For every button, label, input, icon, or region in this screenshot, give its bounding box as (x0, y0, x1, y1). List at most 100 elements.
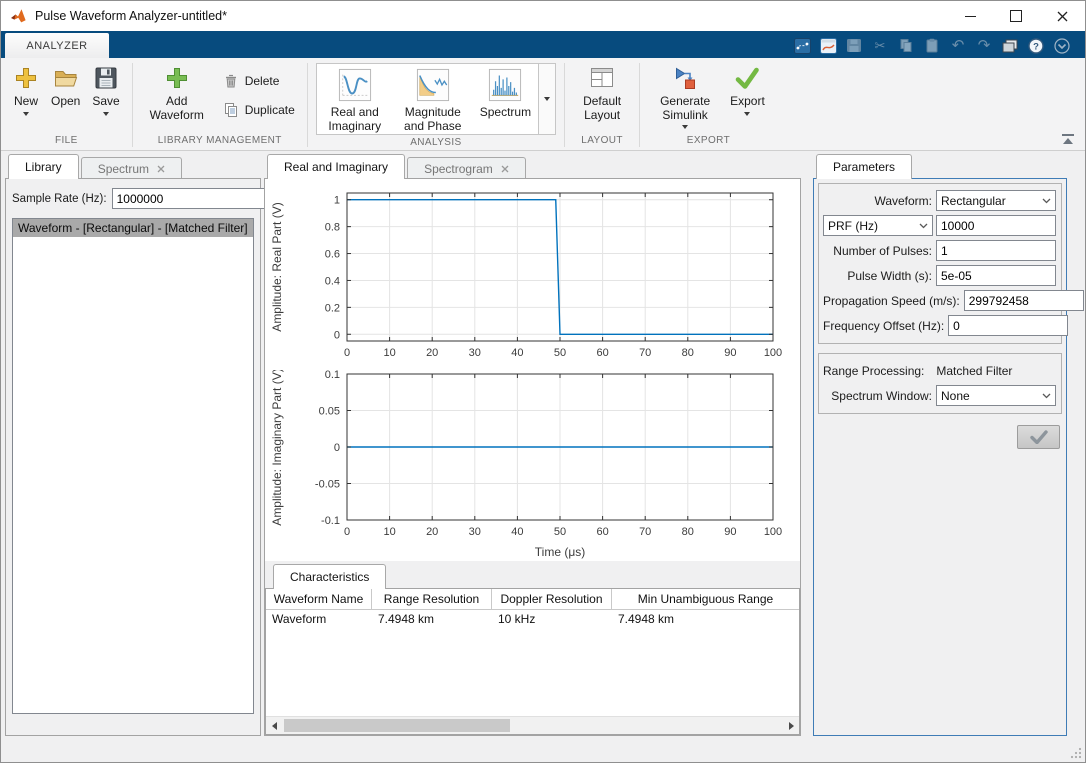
col-min-unambiguous-range[interactable]: Min Unambiguous Range (637, 592, 774, 606)
main-area: Library Spectrum Sample Rate (Hz): (1, 151, 1085, 740)
col-range-resolution[interactable]: Range Resolution (372, 589, 492, 609)
maximize-button[interactable] (993, 1, 1039, 31)
apply-button[interactable] (1017, 425, 1060, 449)
spectrum-window-select[interactable]: None (936, 385, 1056, 406)
save-dropdown-arrow (103, 112, 110, 116)
new-dropdown-arrow (23, 112, 29, 116)
export-button[interactable]: Export (724, 58, 771, 118)
tab-spectrum[interactable]: Spectrum (80, 157, 183, 179)
svg-text:70: 70 (639, 347, 651, 359)
save-button[interactable]: Save (86, 58, 125, 118)
svg-text:60: 60 (596, 526, 608, 538)
svg-text:40: 40 (511, 526, 523, 538)
redo-icon[interactable]: ↷ (977, 37, 991, 54)
section-export: Generate Simulink Export EXPORT (640, 58, 777, 150)
svg-text:Time (μs): Time (μs) (535, 545, 585, 559)
plot-panel: Real and Imaginary Spectrogram 0 10 20 30 40… (264, 154, 801, 736)
duplicate-button[interactable]: Duplicate (219, 101, 299, 119)
range-processing-label: Range Processing: (823, 363, 925, 378)
export-dropdown-arrow (744, 112, 751, 116)
waveform-list[interactable]: Waveform - [Rectangular] - [Matched Filt… (12, 218, 254, 714)
paste-icon[interactable] (921, 36, 943, 55)
svg-text:50: 50 (554, 526, 566, 538)
more-options-icon[interactable] (1051, 36, 1073, 55)
sample-rate-input[interactable] (111, 188, 277, 209)
generate-simulink-button[interactable]: Generate Simulink (646, 58, 724, 131)
frequency-offset-input[interactable] (948, 315, 1069, 336)
svg-text:0.6: 0.6 (325, 249, 340, 261)
scrollbar-thumb[interactable] (284, 719, 510, 732)
tab-spectrogram[interactable]: Spectrogram (407, 157, 526, 179)
data-brush-icon[interactable] (791, 36, 813, 55)
cut-icon[interactable]: ✂ (874, 38, 886, 53)
svg-text:Amplitude: Real Part (V): Amplitude: Real Part (V) (270, 202, 284, 331)
analysis-gallery-dropdown[interactable] (538, 64, 556, 134)
svg-text:100: 100 (764, 347, 782, 359)
minimize-button[interactable] (947, 1, 993, 31)
tab-real-and-imaginary[interactable]: Real and Imaginary (267, 154, 406, 179)
tab-library[interactable]: Library (8, 154, 79, 179)
tab-parameters[interactable]: Parameters (816, 154, 913, 179)
copy-icon[interactable] (895, 36, 917, 55)
col-waveform-name[interactable]: Waveform Name (266, 589, 372, 609)
tab-characteristics[interactable]: Characteristics (273, 564, 387, 589)
undo-icon[interactable]: ↶ (951, 37, 965, 54)
real-and-imaginary-button[interactable]: Real and Imaginary (317, 64, 393, 134)
number-of-pulses-input[interactable] (936, 240, 1056, 261)
waveform-select[interactable]: Rectangular (936, 190, 1056, 211)
section-layout: Default Layout LAYOUT (565, 58, 639, 150)
svg-text:10: 10 (383, 526, 395, 538)
imaginary-part-plot: 0 10 20 30 40 50 60 70 80 90 100 -0.1 -0.05 0 0.05 0.1 A… (265, 368, 800, 571)
collapse-toolstrip-button[interactable] (1059, 134, 1077, 144)
default-layout-button[interactable]: Default Layout (571, 58, 633, 124)
col-doppler-resolution[interactable]: Doppler Resolution (492, 589, 612, 609)
open-button[interactable]: Open (45, 58, 86, 110)
apply-check-icon (1029, 430, 1048, 444)
resize-grip-icon[interactable] (1069, 746, 1082, 759)
prf-select[interactable]: PRF (Hz) (823, 215, 933, 236)
pulse-width-input[interactable] (936, 265, 1056, 286)
svg-text:0: 0 (344, 347, 350, 359)
magnitude-and-phase-button[interactable]: Magnitude and Phase (393, 64, 473, 134)
magnitude-phase-plot-icon (416, 68, 449, 102)
svg-text:80: 80 (682, 347, 694, 359)
window-layout-icon[interactable] (999, 36, 1021, 55)
delete-button[interactable]: Delete (219, 72, 299, 90)
sample-rate-label: Sample Rate (Hz): (12, 192, 107, 205)
svg-text:-0.05: -0.05 (315, 479, 340, 491)
waveform-list-item[interactable]: Waveform - [Rectangular] - [Matched Filt… (13, 219, 253, 237)
propagation-speed-input[interactable] (963, 290, 1084, 311)
section-file: New Open Save FILE (1, 58, 132, 150)
svg-text:0.8: 0.8 (325, 222, 340, 234)
svg-text:1: 1 (334, 195, 340, 207)
help-icon[interactable]: ? (1025, 36, 1047, 55)
new-button[interactable]: New (7, 58, 45, 118)
svg-text:80: 80 (682, 526, 694, 538)
spectrum-plot-icon (489, 68, 522, 102)
svg-text:90: 90 (724, 347, 736, 359)
waveform-label: Waveform: (874, 193, 932, 208)
scroll-right-icon[interactable] (783, 717, 799, 734)
chevron-down-icon (1038, 198, 1055, 204)
new-plus-icon (16, 68, 36, 88)
close-spectrum-tab-icon[interactable] (157, 165, 165, 173)
svg-text:20: 20 (426, 347, 438, 359)
prf-input[interactable] (936, 215, 1056, 236)
frequency-offset-label: Frequency Offset (Hz): (823, 318, 945, 333)
spectrum-button[interactable]: Spectrum (473, 64, 538, 134)
new-figure-icon[interactable] (817, 36, 839, 55)
tab-analyzer[interactable]: ANALYZER (5, 33, 109, 58)
scroll-left-icon[interactable] (266, 717, 282, 734)
chevron-down-icon (1038, 393, 1055, 399)
range-processing-value: Matched Filter (936, 363, 1013, 378)
layout-grid-icon (591, 68, 614, 87)
save-icon[interactable] (843, 36, 865, 55)
propagation-speed-label: Propagation Speed (m/s): (823, 293, 960, 308)
close-spectrogram-tab-icon[interactable] (501, 165, 509, 173)
parameters-panel: Parameters Waveform: Rectangular PRF (Hz… (813, 154, 1084, 736)
svg-text:10: 10 (383, 347, 395, 359)
add-plus-icon (166, 68, 187, 88)
close-button[interactable] (1039, 1, 1085, 31)
horizontal-scrollbar[interactable] (266, 716, 799, 734)
add-waveform-button[interactable]: Add Waveform (139, 58, 215, 124)
